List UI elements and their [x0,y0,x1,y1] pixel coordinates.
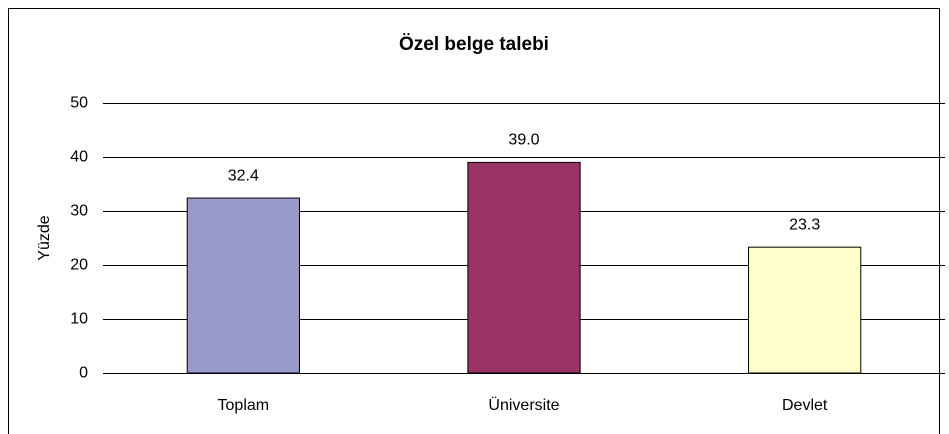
y-tick-label: 10 [70,311,88,328]
bar [186,197,300,374]
y-tick-label: 40 [70,149,88,166]
data-label: 39.0 [508,132,539,149]
y-tick-label: 50 [70,95,88,112]
x-tick-label: Devlet [782,397,828,414]
data-label: 23.3 [789,216,820,233]
data-label: 32.4 [228,167,259,184]
bar [748,246,862,374]
y-tick-label: 30 [70,203,88,220]
chart-title: Özel belge talebi [399,34,549,55]
y-tick-label: 20 [70,257,88,274]
y-tick-label: 0 [79,365,88,382]
x-tick-label: Toplam [218,397,270,414]
y-axis-label: Yüzde [36,215,53,260]
chart-border [8,8,940,434]
x-tick-label: Üniversite [488,396,559,414]
bar [467,161,581,374]
